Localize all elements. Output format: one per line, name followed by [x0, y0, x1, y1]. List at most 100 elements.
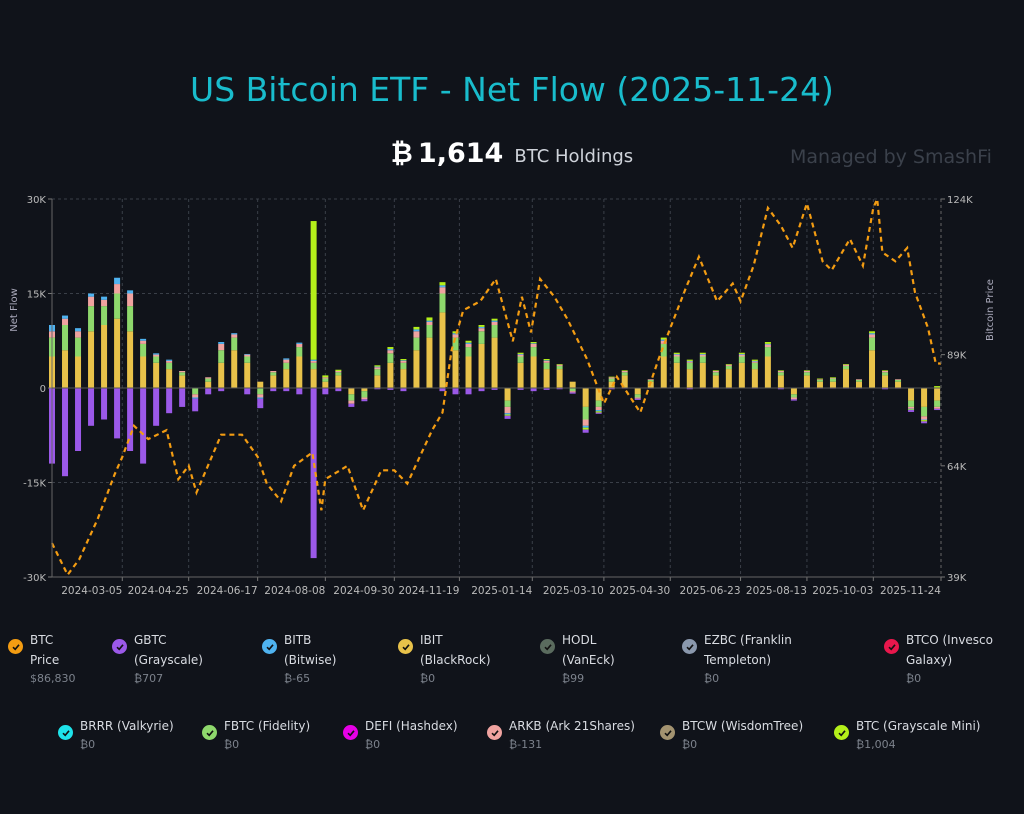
bar-fbtc [842, 365, 849, 370]
legend-label: EZBC (Franklin [704, 633, 792, 647]
bar-gbtc [140, 388, 147, 464]
bar-arkb [270, 370, 277, 373]
bar-ibit [114, 318, 121, 388]
bar-fbtc [764, 347, 771, 357]
bar-ibit [712, 375, 719, 388]
bar-ibit [530, 356, 537, 388]
checkbox-icon[interactable] [682, 639, 697, 654]
bar-fbtc [205, 378, 212, 382]
bar-ibit [751, 369, 758, 388]
checkbox-icon[interactable] [112, 639, 127, 654]
checkbox-icon[interactable] [884, 639, 899, 654]
checkbox-icon[interactable] [343, 725, 358, 740]
legend-item-defi[interactable]: DEFI (Hashdex) ₿0 [343, 716, 458, 754]
bar-mini [699, 352, 706, 354]
bar-fbtc [179, 372, 186, 376]
x-tick-label: 2024-06-17 [197, 585, 258, 597]
bar-mini [882, 370, 889, 371]
bar-gbtc [634, 398, 641, 400]
bar-gbtc [335, 388, 342, 392]
bar-arkb [634, 397, 641, 399]
bar-fbtc [543, 362, 550, 370]
bar-fbtc [921, 406, 928, 417]
legend-item-bitb[interactable]: BITB (Bitwise) ₿-65 [262, 630, 336, 688]
bar-fbtc [829, 378, 836, 382]
bar-fbtc [75, 337, 82, 357]
legend-item-fbtc[interactable]: FBTC (Fidelity) ₿0 [202, 716, 310, 754]
bar-arkb [283, 359, 290, 363]
bar-arkb [478, 328, 485, 332]
bar-ibit [322, 381, 329, 388]
bar-arkb [452, 334, 459, 338]
legend-item-btcw[interactable]: BTCW (WisdomTree) ₿0 [660, 716, 803, 754]
bar-mini [465, 340, 472, 343]
bar-arkb [855, 379, 862, 380]
bar-bitb [921, 419, 928, 421]
bar-arkb [895, 379, 902, 380]
bar-arkb [348, 400, 355, 404]
bar-mini [842, 364, 849, 365]
bar-bitb [400, 360, 407, 361]
bar-bitb [673, 353, 680, 355]
legend-item-arkb[interactable]: ARKB (Ark 21Shares) ₿-131 [487, 716, 635, 754]
bar-arkb [322, 377, 329, 379]
bar-ibit [882, 375, 889, 388]
bar-gbtc [452, 388, 459, 395]
bar-mini [452, 331, 459, 334]
legend-item-btc_price[interactable]: BTC Price $86,830 [8, 630, 76, 688]
legend-item-mini[interactable]: BTC (Grayscale Mini) ₿1,004 [834, 716, 980, 754]
legend-value: ₿0 [365, 738, 381, 751]
legend-item-ibit[interactable]: IBIT (BlackRock) ₿0 [398, 630, 491, 688]
bar-ibit [556, 369, 563, 388]
bar-fbtc [855, 379, 862, 382]
bar-fbtc [569, 388, 576, 392]
bar-fbtc [244, 356, 251, 363]
x-tick-label: 2025-10-03 [812, 585, 873, 597]
checkbox-icon[interactable] [202, 725, 217, 740]
bar-ibit [790, 388, 797, 395]
bar-fbtc [504, 400, 511, 407]
bar-bitb [738, 353, 745, 355]
bar-arkb [764, 344, 771, 348]
checkbox-icon[interactable] [398, 639, 413, 654]
bar-fbtc [452, 337, 459, 351]
bar-gbtc [88, 388, 95, 426]
checkbox-icon[interactable] [540, 639, 555, 654]
checkbox-icon[interactable] [660, 725, 675, 740]
checkbox-icon[interactable] [8, 639, 23, 654]
legend-item-hodl[interactable]: HODL (VanEck) ₿99 [540, 630, 615, 688]
legend-label: DEFI (Hashdex) [365, 719, 458, 733]
bar-gbtc [882, 388, 889, 390]
bar-arkb [387, 350, 394, 354]
bar-mini [400, 359, 407, 361]
bar-fbtc [153, 356, 160, 363]
legend-item-ezbc[interactable]: EZBC (Franklin Templeton) ₿0 [682, 630, 792, 688]
bar-bitb [244, 353, 251, 355]
bar-fbtc [257, 388, 264, 395]
bar-ibit [179, 375, 186, 388]
bar-ibit [829, 381, 836, 388]
legend-item-gbtc[interactable]: GBTC (Grayscale) ₿707 [112, 630, 203, 688]
bar-mini [803, 370, 810, 371]
bar-gbtc [322, 388, 329, 395]
checkbox-icon[interactable] [487, 725, 502, 740]
legend-item-brrr[interactable]: BRRR (Valkyrie) ₿0 [58, 716, 174, 754]
checkbox-icon[interactable] [834, 725, 849, 740]
x-tick-label: 2025-01-14 [471, 585, 532, 597]
bar-bitb [127, 290, 134, 294]
bar-bitb [426, 320, 433, 322]
bar-arkb [829, 377, 836, 379]
holdings-label: BTC Holdings [514, 146, 634, 167]
legend-item-btco[interactable]: BTCO (Invesco Galaxy) ₿0 [884, 630, 993, 688]
bar-ibit [491, 337, 498, 388]
checkbox-icon[interactable] [58, 725, 73, 740]
checkbox-icon[interactable] [262, 639, 277, 654]
bar-mini [738, 352, 745, 354]
bar-ibit [400, 369, 407, 388]
bar-arkb [192, 394, 199, 398]
bar-gbtc [582, 429, 589, 433]
bar-fbtc [218, 350, 225, 363]
legend-label: BRRR (Valkyrie) [80, 719, 174, 733]
bar-bitb [153, 353, 160, 355]
bar-gbtc [478, 388, 485, 392]
